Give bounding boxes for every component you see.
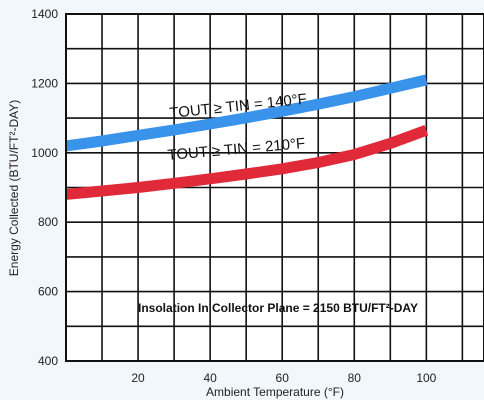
y-tick-label: 1200	[31, 76, 58, 90]
y-tick-label: 800	[38, 215, 58, 229]
x-tick-label: 100	[416, 371, 436, 385]
y-tick-label: 400	[38, 354, 58, 368]
series-line-1	[65, 74, 428, 152]
y-tick-label: 1400	[31, 7, 58, 21]
series-lines	[65, 74, 429, 200]
x-tick-label: 40	[203, 371, 217, 385]
x-axis-tick-labels: 20 40 60 80 100	[131, 371, 436, 385]
insolation-annotation: Insolation In Collector Plane = 2150 BTU…	[138, 301, 418, 315]
x-tick-label: 80	[348, 371, 362, 385]
y-axis-tick-labels: 400 600 800 1000 1200 1400	[31, 7, 58, 368]
x-tick-label: 60	[276, 371, 290, 385]
y-tick-label: 1000	[31, 146, 58, 160]
x-tick-label: 20	[131, 371, 145, 385]
plot-frame	[65, 13, 484, 362]
x-axis-title: Ambient Temperature (°F)	[206, 385, 344, 399]
y-axis-title: Energy Collected (BTU/FT²-DAY)	[7, 100, 21, 276]
y-tick-label: 600	[38, 285, 58, 299]
series-line-2	[65, 125, 429, 200]
